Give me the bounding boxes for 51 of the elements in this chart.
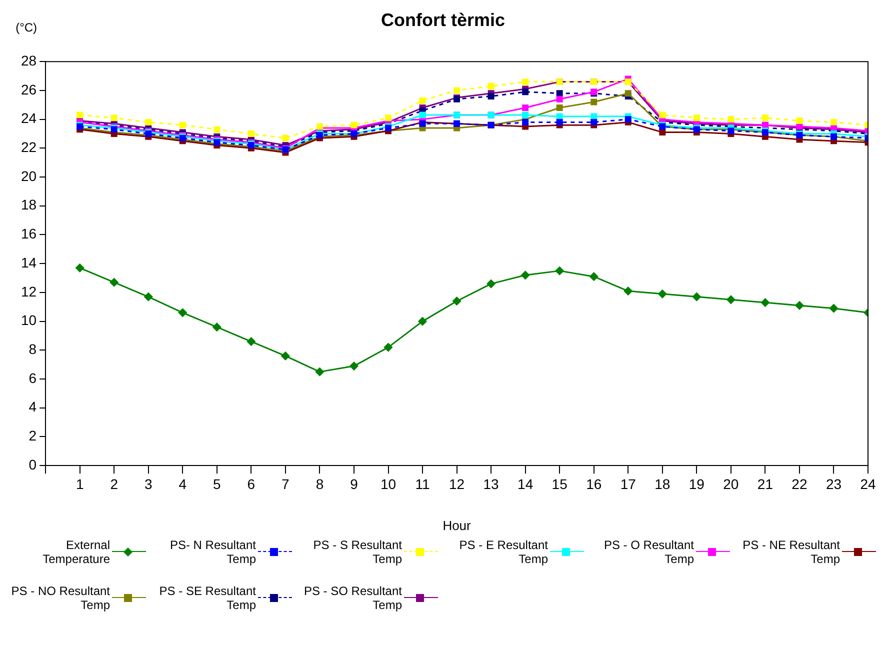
x-tick-label: 1	[76, 476, 84, 492]
x-tick-label: 24	[860, 476, 876, 492]
legend-label: PS - O Resultant Temp	[602, 538, 694, 566]
x-tick-label: 20	[723, 476, 739, 492]
x-tick-label: 14	[518, 476, 534, 492]
legend-label: PS - NE Resultant Temp	[742, 538, 840, 566]
y-tick-label: 0	[28, 456, 37, 472]
legend-label: PS- N Resultant Temp	[168, 538, 256, 566]
x-tick-label: 22	[792, 476, 808, 492]
legend-label: PS - NO Resultant Temp	[10, 584, 110, 612]
x-tick-label: 5	[213, 476, 222, 492]
x-tick-label: 7	[282, 476, 290, 492]
x-tick-label: 10	[380, 476, 396, 492]
chart-title: Confort tèrmic	[380, 10, 506, 30]
x-tick-label: 21	[757, 476, 774, 492]
legend-label: External Temperature	[42, 538, 110, 566]
y-tick-label: 2	[28, 428, 37, 444]
x-tick-label: 6	[247, 476, 256, 492]
x-tick-label: 4	[178, 476, 187, 492]
y-tick-label: 4	[28, 398, 37, 415]
y-tick-label: 18	[20, 196, 37, 213]
y-tick-label: 16	[20, 226, 37, 242]
y-tick-label: 24	[20, 110, 37, 126]
x-axis-title: Hour	[442, 518, 472, 533]
x-tick-label: 13	[483, 476, 500, 492]
y-tick-label: 14	[20, 254, 37, 270]
y-tick-label: 28	[20, 52, 37, 68]
x-tick-label: 3	[144, 476, 152, 492]
y-tick-label: 22	[20, 139, 37, 156]
y-tick-label: 26	[20, 81, 37, 98]
x-tick-label: 18	[654, 476, 670, 492]
x-tick-label: 23	[826, 476, 842, 492]
x-tick-label: 19	[688, 476, 705, 492]
y-tick-label: 6	[28, 370, 37, 386]
legend-label: PS - SO Resultant Temp	[302, 584, 402, 612]
x-tick-label: 17	[620, 476, 636, 492]
legend-label: PS - SE Resultant Temp	[158, 584, 256, 612]
y-tick-label: 8	[28, 341, 37, 358]
x-tick-label: 12	[448, 476, 465, 492]
x-tick-label: 15	[552, 476, 568, 492]
y-tick-label: 20	[20, 168, 37, 184]
x-tick-label: 16	[586, 476, 602, 492]
x-tick-label: 11	[415, 476, 430, 492]
y-axis-title: (°C)	[16, 20, 38, 35]
y-tick-label: 10	[20, 312, 37, 328]
x-tick-label: 8	[316, 476, 324, 492]
y-tick-label: 12	[20, 283, 37, 300]
x-tick-label: 2	[110, 476, 118, 492]
legend-label: PS - E Resultant Temp	[458, 538, 548, 566]
legend-label: PS - S Resultant Temp	[312, 538, 402, 566]
x-tick-label: 9	[350, 476, 358, 492]
